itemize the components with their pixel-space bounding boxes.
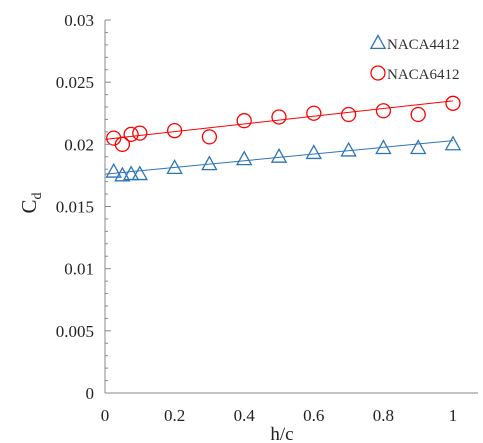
legend-label-naca4412: NACA4412	[387, 37, 460, 53]
data-point-naca6412	[306, 105, 322, 121]
data-point-naca4412	[114, 166, 131, 182]
data-point-naca6412	[410, 106, 426, 123]
trendline-naca4412	[104, 140, 454, 175]
x-tick-label: 0.8	[373, 406, 394, 425]
y-tick-label: 0.005	[56, 322, 94, 341]
data-point-naca6412	[445, 95, 461, 111]
data-point-naca6412	[123, 126, 139, 143]
legend: NACA4412 NACA6412	[369, 34, 460, 83]
x-tick-label: 0.4	[234, 406, 256, 425]
data-point-naca6412	[132, 125, 148, 141]
data-point-naca6412	[201, 129, 218, 145]
legend-marker-naca6412	[370, 65, 386, 81]
data-point-naca6412	[271, 109, 287, 125]
y-tick-label: 0.025	[56, 73, 94, 92]
marker-layer	[105, 95, 462, 182]
trendline-naca6412	[104, 100, 454, 140]
data-point-naca4412	[409, 139, 427, 155]
y-axis-title-subscript: d	[30, 192, 45, 199]
trendline-layer	[104, 100, 454, 175]
data-point-naca4412	[305, 144, 323, 160]
data-point-naca6412	[236, 113, 252, 129]
data-point-naca4412	[340, 141, 357, 157]
x-tick-label: 1	[449, 406, 458, 425]
legend-marker-naca4412	[369, 34, 387, 50]
y-tick-label: 0	[86, 384, 95, 403]
y-axis-title: Cd	[17, 192, 45, 213]
data-point-naca4412	[122, 165, 140, 181]
data-point-naca6412	[114, 136, 131, 152]
axis-layer	[104, 19, 478, 394]
data-point-naca4412	[235, 150, 253, 166]
data-point-naca6412	[375, 103, 392, 119]
y-tick-label: 0.03	[64, 11, 94, 30]
y-tick-label: 0.015	[56, 198, 94, 217]
data-point-naca6412	[166, 123, 183, 139]
data-point-naca4412	[131, 165, 149, 181]
data-point-naca4412	[201, 155, 218, 171]
data-point-naca4412	[105, 162, 122, 178]
data-point-naca6412	[340, 106, 357, 123]
x-axis-title: h/c	[270, 424, 293, 443]
legend-label-naca6412: NACA6412	[387, 67, 460, 83]
x-tick-label: 0	[101, 406, 110, 425]
data-point-naca4412	[270, 147, 288, 163]
data-point-naca4412	[166, 159, 183, 175]
y-axis-title-main: C	[17, 199, 41, 213]
tick-label-layer: 0 0.005 0.01 0.015 0.02 0.025 0.03 0 0.2 0.4 0.6 0.…	[56, 11, 458, 425]
data-point-naca4412	[444, 135, 462, 151]
y-tick-label: 0.02	[64, 135, 94, 154]
x-tick-label: 0.2	[164, 406, 185, 425]
x-tick-label: 0.6	[303, 406, 324, 425]
data-point-naca4412	[375, 139, 392, 155]
y-tick-label: 0.01	[64, 260, 94, 279]
